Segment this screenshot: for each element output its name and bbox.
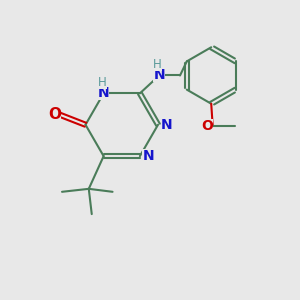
Text: N: N [142, 149, 154, 163]
Text: N: N [153, 68, 165, 83]
Text: O: O [48, 107, 61, 122]
Text: H: H [153, 58, 162, 71]
Text: H: H [98, 76, 106, 88]
Text: O: O [201, 119, 213, 133]
Text: N: N [160, 118, 172, 132]
Text: N: N [98, 86, 109, 100]
